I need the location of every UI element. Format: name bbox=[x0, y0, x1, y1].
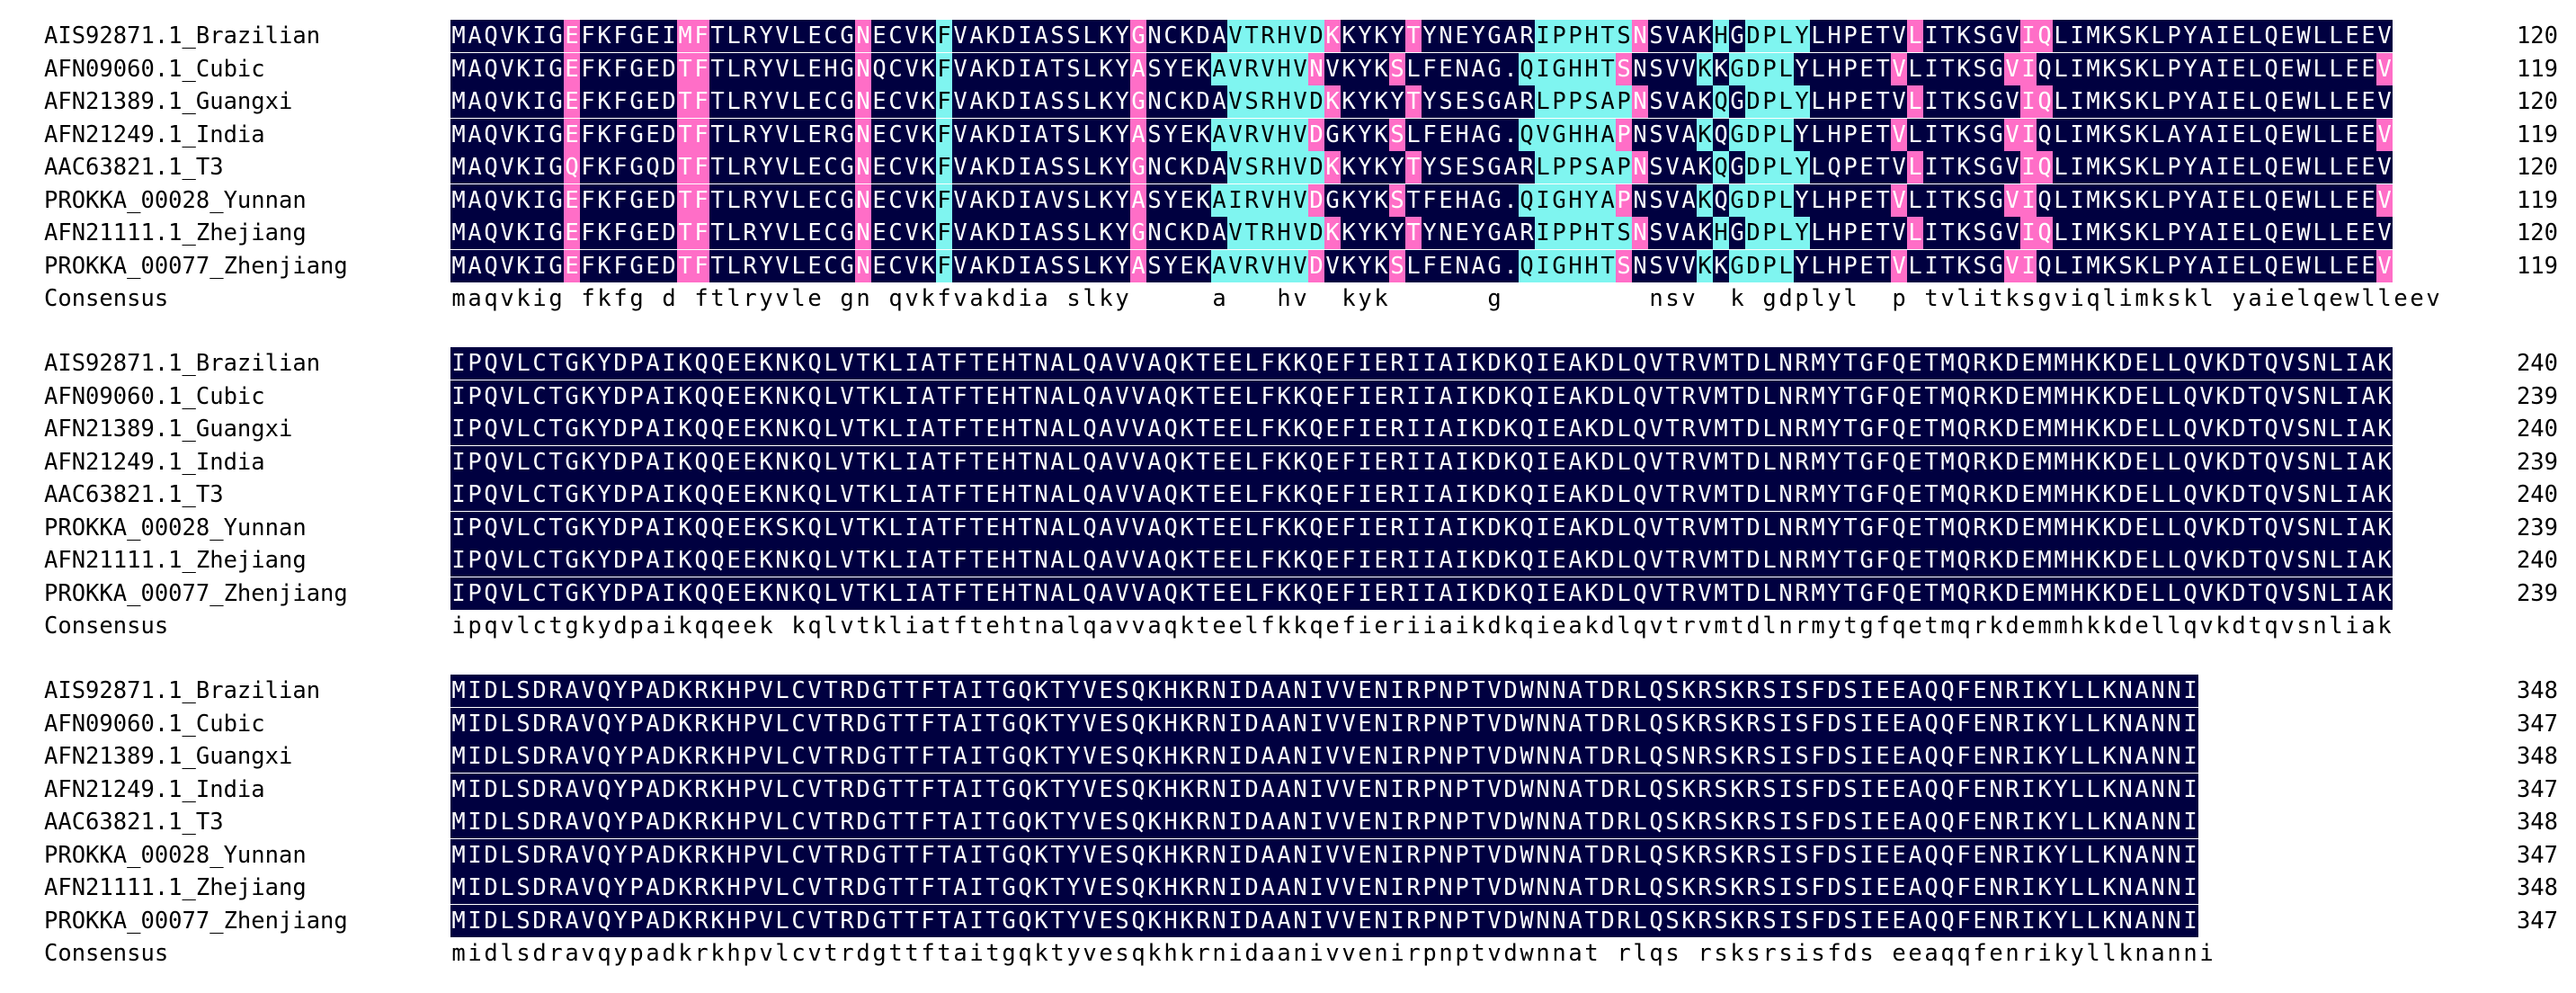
residue-count: 240 bbox=[2516, 547, 2558, 574]
sequence-name: AFN21111.1_Zhejiang bbox=[44, 874, 307, 901]
sequence-name: PROKKA_00077_Zhenjiang bbox=[44, 579, 348, 607]
residue-count: 120 bbox=[2516, 88, 2558, 115]
residue-count: 347 bbox=[2516, 710, 2558, 738]
residue-count: 348 bbox=[2516, 809, 2558, 836]
residue-count: 240 bbox=[2516, 481, 2558, 508]
sequence-name: AIS92871.1_Brazilian bbox=[44, 677, 321, 704]
residue-count: 240 bbox=[2516, 350, 2558, 377]
residue-count: 347 bbox=[2516, 907, 2558, 935]
consensus-label: Consensus bbox=[44, 285, 169, 312]
sequence-name: AAC63821.1_T3 bbox=[44, 809, 224, 836]
sequence-name: AFN21389.1_Guangxi bbox=[44, 88, 293, 115]
sequence-name: PROKKA_00077_Zhenjiang bbox=[44, 907, 348, 935]
sequence-name: AFN21249.1_India bbox=[44, 121, 265, 148]
sequence-name: AFN21389.1_Guangxi bbox=[44, 416, 293, 443]
sequence-name: AFN21111.1_Zhejiang bbox=[44, 547, 307, 574]
sequence-name: PROKKA_00077_Zhenjiang bbox=[44, 252, 348, 280]
sequence-name: AFN09060.1_Cubic bbox=[44, 710, 265, 738]
residue-count: 119 bbox=[2516, 121, 2558, 148]
residue-count: 239 bbox=[2516, 514, 2558, 541]
residue-count: 120 bbox=[2516, 154, 2558, 181]
sequence-name: AAC63821.1_T3 bbox=[44, 154, 224, 181]
residue-count: 119 bbox=[2516, 252, 2558, 280]
residue-count: 119 bbox=[2516, 186, 2558, 214]
residue-count: 120 bbox=[2516, 22, 2558, 49]
residue-count: 120 bbox=[2516, 219, 2558, 246]
sequence-name: PROKKA_00028_Yunnan bbox=[44, 514, 307, 541]
sequence-name: AFN09060.1_Cubic bbox=[44, 55, 265, 83]
residue-count: 347 bbox=[2516, 841, 2558, 869]
residue-count: 239 bbox=[2516, 579, 2558, 607]
consensus-label: Consensus bbox=[44, 940, 169, 967]
sequence-name: AIS92871.1_Brazilian bbox=[44, 22, 321, 49]
residue-count: 239 bbox=[2516, 382, 2558, 410]
residue-count: 348 bbox=[2516, 677, 2558, 704]
sequence-name: PROKKA_00028_Yunnan bbox=[44, 186, 307, 214]
residue-count: 119 bbox=[2516, 55, 2558, 83]
sequence-name: PROKKA_00028_Yunnan bbox=[44, 841, 307, 869]
residue-count: 239 bbox=[2516, 448, 2558, 476]
sequence-name: AAC63821.1_T3 bbox=[44, 481, 224, 508]
residue-count: 347 bbox=[2516, 775, 2558, 803]
consensus-label: Consensus bbox=[44, 613, 169, 640]
sequence-name: AFN21249.1_India bbox=[44, 775, 265, 803]
sequence-name: AIS92871.1_Brazilian bbox=[44, 350, 321, 377]
sequence-name: AFN21389.1_Guangxi bbox=[44, 743, 293, 770]
sequence-name: AFN21249.1_India bbox=[44, 448, 265, 476]
sequence-name: AFN09060.1_Cubic bbox=[44, 382, 265, 410]
residue-count: 240 bbox=[2516, 416, 2558, 443]
residue-count: 348 bbox=[2516, 874, 2558, 901]
residue-count: 348 bbox=[2516, 743, 2558, 770]
sequence-name: AFN21111.1_Zhejiang bbox=[44, 219, 307, 246]
